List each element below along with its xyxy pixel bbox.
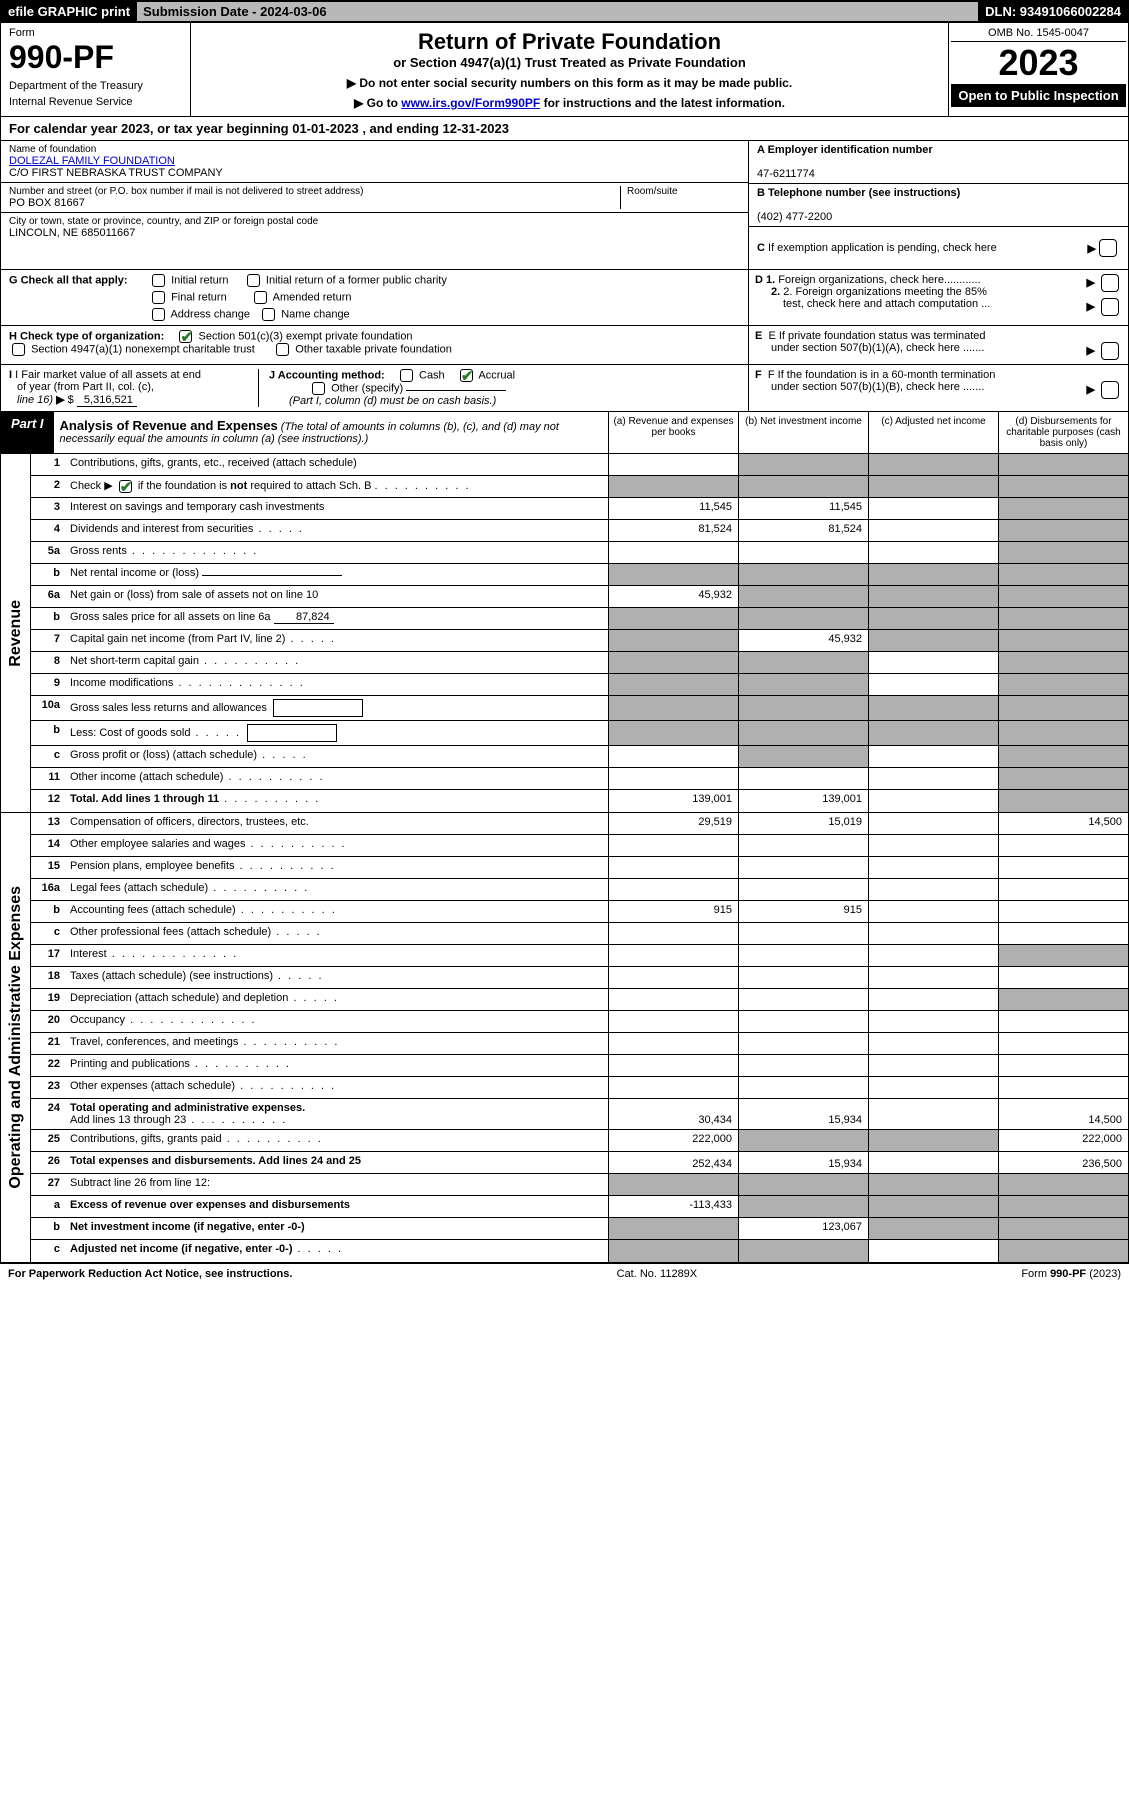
instruct-link: ▶ Go to www.irs.gov/Form990PF for instru… <box>197 96 942 110</box>
form-label: Form <box>9 27 182 39</box>
check-g-row: G Check all that apply: Initial return I… <box>0 270 1129 326</box>
open-public: Open to Public Inspection <box>951 84 1126 107</box>
phone: (402) 477-2200 <box>757 211 832 223</box>
final-return-checkbox[interactable] <box>152 291 165 304</box>
tax-year: 2023 <box>951 42 1126 84</box>
h-label: H Check type of organization: <box>9 330 164 342</box>
dept-irs: Internal Revenue Service <box>9 96 182 108</box>
fmv-value: 5,316,521 <box>77 394 137 407</box>
part1-label: Part I <box>1 412 54 453</box>
footer-left: For Paperwork Reduction Act Notice, see … <box>8 1268 292 1280</box>
room-label: Room/suite <box>627 186 740 197</box>
form-header: Form 990-PF Department of the Treasury I… <box>0 23 1129 117</box>
footer-center: Cat. No. 11289X <box>617 1268 698 1280</box>
form-subtitle: or Section 4947(a)(1) Trust Treated as P… <box>197 55 942 70</box>
j-cash-checkbox[interactable] <box>400 369 413 382</box>
name-label: Name of foundation <box>9 144 740 155</box>
h-501c3-checkbox[interactable] <box>179 330 192 343</box>
part1-header: Part I Analysis of Revenue and Expenses … <box>0 412 1129 454</box>
check-h-row: H Check type of organization: Section 50… <box>0 326 1129 365</box>
col-b-header: (b) Net investment income <box>738 412 868 453</box>
instruct-ssn: ▶ Do not enter social security numbers o… <box>197 76 942 90</box>
footer-right: Form 990-PF (2023) <box>1021 1268 1121 1280</box>
col-a-header: (a) Revenue and expenses per books <box>608 412 738 453</box>
d1-checkbox[interactable] <box>1101 274 1119 292</box>
foundation-name2: C/O FIRST NEBRASKA TRUST COMPANY <box>9 167 740 179</box>
initial-former-checkbox[interactable] <box>247 274 260 287</box>
schb-checkbox[interactable] <box>119 480 132 493</box>
city: LINCOLN, NE 685011667 <box>9 227 740 239</box>
e-checkbox[interactable] <box>1101 342 1119 360</box>
revenue-label: Revenue <box>7 600 25 667</box>
ein-label: A Employer identification number <box>757 144 933 156</box>
submission-date: Submission Date - 2024-03-06 <box>137 2 979 21</box>
expenses-label: Operating and Administrative Expenses <box>7 886 25 1189</box>
expenses-table: Operating and Administrative Expenses 13… <box>0 813 1129 1263</box>
city-label: City or town, state or province, country… <box>9 216 740 227</box>
g-label: G Check all that apply: <box>9 274 128 286</box>
dept-treasury: Department of the Treasury <box>9 80 182 92</box>
h-4947-checkbox[interactable] <box>12 343 25 356</box>
form-title: Return of Private Foundation <box>197 29 942 55</box>
pending-label: If exemption application is pending, che… <box>768 242 997 254</box>
addr-label: Number and street (or P.O. box number if… <box>9 186 620 197</box>
dln: DLN: 93491066002284 <box>979 2 1127 21</box>
revenue-table: Revenue 1Contributions, gifts, grants, e… <box>0 454 1129 813</box>
initial-return-checkbox[interactable] <box>152 274 165 287</box>
address-change-checkbox[interactable] <box>152 308 165 321</box>
foundation-name-link[interactable]: DOLEZAL FAMILY FOUNDATION <box>9 155 175 167</box>
d2-checkbox[interactable] <box>1101 298 1119 316</box>
col-c-header: (c) Adjusted net income <box>868 412 998 453</box>
j-other-checkbox[interactable] <box>312 382 325 395</box>
omb-number: OMB No. 1545-0047 <box>951 25 1126 42</box>
efile-label: efile GRAPHIC print <box>2 2 137 21</box>
irs-link[interactable]: www.irs.gov/Form990PF <box>401 96 540 110</box>
f-checkbox[interactable] <box>1101 381 1119 399</box>
name-change-checkbox[interactable] <box>262 308 275 321</box>
top-bar: efile GRAPHIC print Submission Date - 20… <box>0 0 1129 23</box>
calendar-year: For calendar year 2023, or tax year begi… <box>0 117 1129 141</box>
check-ij-row: I I Fair market value of all assets at e… <box>0 365 1129 412</box>
ein: 47-6211774 <box>757 168 815 180</box>
col-d-header: (d) Disbursements for charitable purpose… <box>998 412 1128 453</box>
addr: PO BOX 81667 <box>9 197 620 209</box>
h-other-checkbox[interactable] <box>276 343 289 356</box>
pending-checkbox[interactable] <box>1099 239 1117 257</box>
j-accrual-checkbox[interactable] <box>460 369 473 382</box>
foundation-info: Name of foundation DOLEZAL FAMILY FOUNDA… <box>0 141 1129 270</box>
amended-checkbox[interactable] <box>254 291 267 304</box>
form-number: 990-PF <box>9 39 182 76</box>
footer: For Paperwork Reduction Act Notice, see … <box>0 1263 1129 1284</box>
phone-label: B Telephone number (see instructions) <box>757 187 960 199</box>
